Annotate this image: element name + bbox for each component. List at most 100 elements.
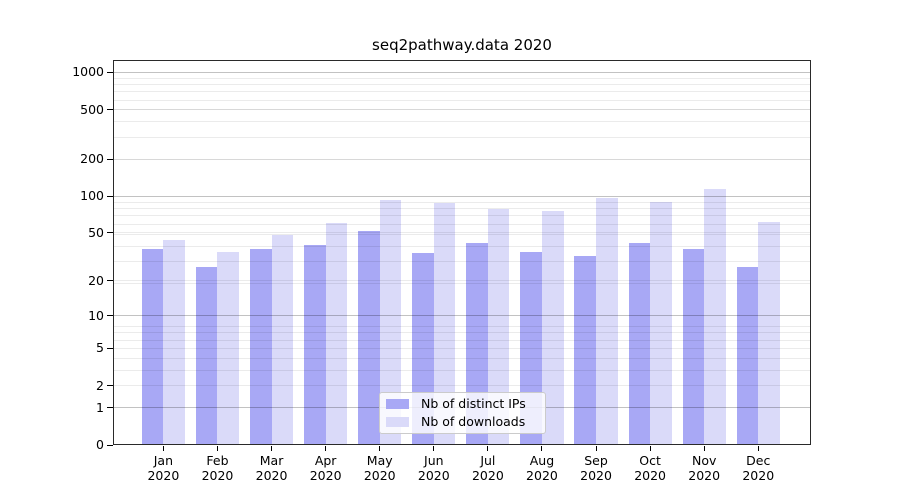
minor-gridline	[114, 121, 810, 123]
x-tick-label-line: 2020	[688, 468, 721, 483]
y-tick-label: 100	[80, 188, 104, 204]
legend: Nb of distinct IPs Nb of downloads	[379, 392, 546, 434]
minor-gridline	[114, 245, 810, 247]
x-tick-label-line: 2020	[417, 468, 450, 483]
y-tick-label: 20	[88, 272, 104, 288]
minor-gridline	[114, 357, 810, 359]
x-tick-mark	[757, 446, 759, 451]
y-tick-label: 1	[96, 399, 104, 415]
minor-gridline	[114, 109, 810, 111]
x-tick-mark	[595, 446, 597, 451]
minor-gridline	[114, 232, 810, 234]
minor-gridline	[114, 369, 810, 371]
minor-gridline	[114, 109, 810, 111]
minor-gridline	[114, 339, 810, 341]
x-tick-label-jul: Jul 2020	[458, 453, 518, 483]
bar-distinct-ips-oct	[628, 243, 651, 444]
x-tick-label-jan: Jan 2020	[133, 453, 193, 483]
y-tick-label: 2	[96, 377, 104, 393]
x-tick-label-line: 2020	[147, 468, 180, 483]
major-gridline	[114, 315, 810, 317]
x-tick-label-may: May 2020	[350, 453, 410, 483]
x-tick-label-line: Aug	[529, 453, 555, 468]
minor-gridline	[114, 282, 810, 284]
minor-gridline	[114, 326, 810, 328]
minor-gridline	[114, 280, 810, 282]
x-tick-label-line: Mar	[259, 453, 284, 468]
x-tick-label-line: May	[366, 453, 393, 468]
x-tick-label-line: 2020	[526, 468, 558, 483]
minor-gridline	[114, 99, 810, 101]
minor-gridline	[114, 77, 810, 79]
minor-gridline	[114, 223, 810, 225]
x-tick-label-sep: Sep 2020	[566, 453, 626, 483]
y-tick-mark	[107, 407, 113, 409]
chart-title: seq2pathway.data 2020	[372, 36, 552, 54]
y-tick-label: 0	[96, 437, 104, 452]
bar-downloads-apr	[325, 223, 348, 444]
major-gridline	[114, 71, 810, 73]
y-tick-mark	[107, 280, 113, 282]
minor-gridline	[114, 208, 810, 210]
bar-distinct-ips-mar	[249, 248, 272, 444]
x-tick-label-line: 2020	[201, 468, 234, 483]
bar-downloads-may	[379, 200, 402, 444]
y-tick-label: 200	[80, 151, 104, 167]
y-tick-label: 1000	[72, 64, 104, 80]
bar-distinct-ips-jan	[141, 248, 164, 444]
legend-label-downloads: Nb of downloads	[421, 414, 526, 429]
y-tick-mark	[107, 444, 113, 446]
x-tick-label-line: 2020	[255, 468, 288, 483]
x-tick-label-nov: Nov 2020	[674, 453, 734, 483]
minor-gridline	[114, 158, 810, 160]
y-tick-mark	[107, 158, 113, 160]
bar-downloads-nov	[704, 189, 726, 444]
bar-distinct-ips-sep	[574, 256, 597, 444]
legend-item-downloads: Nb of downloads	[386, 415, 545, 429]
minor-gridline	[114, 233, 810, 235]
y-tick-label: 50	[88, 224, 104, 240]
x-tick-mark	[649, 446, 651, 451]
legend-item-distinct-ips: Nb of distinct IPs	[386, 397, 545, 411]
y-tick-mark	[107, 315, 113, 317]
x-tick-mark	[216, 446, 218, 451]
x-tick-mark	[703, 446, 705, 451]
y-tick-label: 5	[96, 340, 104, 356]
minor-gridline	[114, 261, 810, 263]
minor-gridline	[114, 136, 810, 138]
bar-downloads-feb	[217, 251, 240, 444]
bar-distinct-ips-may	[358, 230, 380, 444]
y-tick-mark	[107, 71, 113, 73]
legend-label-distinct-ips: Nb of distinct IPs	[421, 396, 526, 411]
bar-downloads-jun	[433, 202, 456, 444]
y-tick-mark	[107, 109, 113, 111]
x-tick-label-line: Oct	[639, 453, 661, 468]
x-tick-mark	[162, 446, 164, 451]
bar-downloads-jul	[487, 209, 510, 444]
minor-gridline	[114, 347, 810, 349]
y-tick-mark	[107, 347, 113, 349]
bar-distinct-ips-feb	[195, 267, 218, 444]
bar-downloads-jan	[163, 239, 185, 444]
minor-gridline	[114, 91, 810, 93]
x-tick-label-mar: Mar 2020	[242, 453, 302, 483]
bar-distinct-ips-nov	[682, 248, 705, 444]
bar-downloads-oct	[650, 201, 672, 444]
bar-downloads-aug	[541, 211, 564, 444]
x-tick-label-line: 2020	[363, 468, 396, 483]
minor-gridline	[114, 201, 810, 203]
bar-downloads-sep	[596, 197, 618, 444]
x-tick-mark	[379, 446, 381, 451]
x-tick-mark	[325, 446, 327, 451]
x-tick-label-oct: Oct 2020	[620, 453, 680, 483]
x-tick-label-line: Nov	[691, 453, 717, 468]
y-tick-label: 10	[88, 307, 104, 323]
x-tick-label-line: Apr	[314, 453, 337, 468]
minor-gridline	[114, 84, 810, 86]
x-tick-label-line: Feb	[206, 453, 229, 468]
x-tick-label-line: 2020	[471, 468, 504, 483]
x-tick-label-line: Jul	[480, 453, 496, 468]
minor-gridline	[114, 385, 810, 387]
x-tick-label-aug: Aug 2020	[512, 453, 572, 483]
